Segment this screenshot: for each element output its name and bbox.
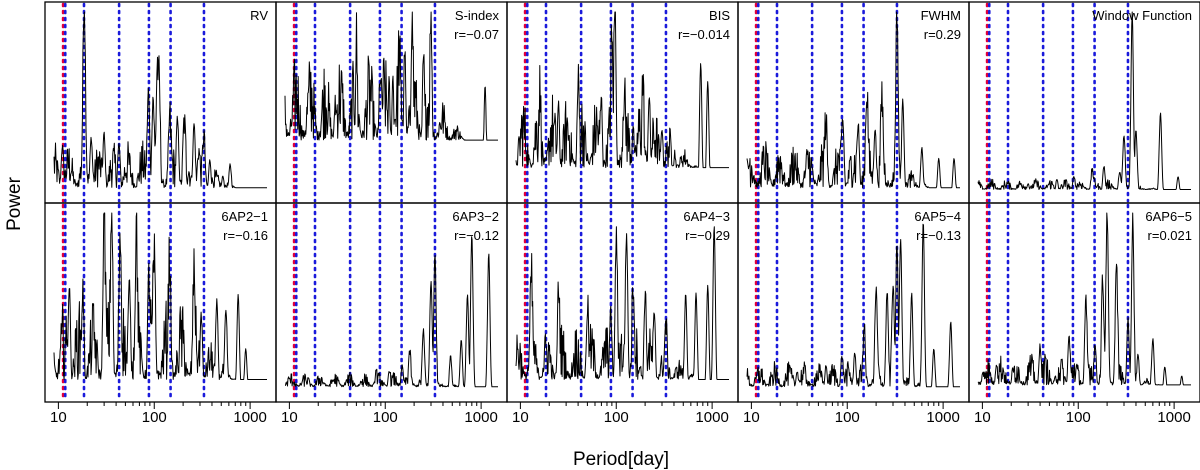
panel-4: FWHM r=0.29: [737, 1, 970, 204]
correlation-label: r=−0.29: [685, 228, 730, 243]
x-tick-label: 1000: [1157, 409, 1190, 426]
panels-layer: RV S-index r=−0.07 BIS r=−0.014 FWHM r=0.29 Win…: [44, 1, 1200, 409]
panel-label: 6AP4−3: [683, 209, 730, 224]
correlation-label: r=−0.13: [916, 228, 961, 243]
x-tick-label: 10: [512, 409, 529, 426]
x-tick-label: 10: [50, 409, 67, 426]
correlation-label: r=−0.16: [223, 228, 268, 243]
periodogram-line: [746, 11, 960, 189]
panel-label: RV: [250, 8, 268, 23]
periodogram-line: [285, 236, 498, 388]
correlation-label: r=−0.07: [454, 27, 499, 42]
panel-10: 6AP6−5 r=0.021: [968, 202, 1200, 409]
panel-frame: [968, 1, 1200, 204]
x-tick-label: 1000: [233, 409, 266, 426]
y-axis-label: Power: [4, 176, 25, 231]
periodogram-line: [53, 11, 267, 189]
periodogram-line: [53, 212, 267, 380]
panel-frame: [968, 202, 1200, 403]
panel-9: 6AP5−4 r=−0.13: [737, 202, 970, 409]
periodogram-line: [515, 11, 729, 169]
x-tick-label: 10: [743, 409, 760, 426]
panel-label: 6AP3−2: [452, 209, 499, 224]
panel-label: S-index: [455, 8, 500, 23]
periodogram-line: [746, 223, 960, 388]
panel-label: 6AP5−4: [914, 209, 961, 224]
panel-5: Window Function: [968, 1, 1200, 204]
x-tick-label: 1000: [695, 409, 728, 426]
panel-label: FWHM: [921, 8, 961, 23]
periodogram-line: [977, 212, 1191, 386]
correlation-label: r=0.29: [924, 27, 961, 42]
x-axis: 10 100 1000 10 100 1000 10 100 1000 10 100 1000 10 10…: [50, 409, 1191, 426]
periodogram-line: [515, 226, 729, 380]
periodogram-line: [284, 11, 498, 141]
correlation-label: r=−0.12: [454, 228, 499, 243]
x-tick-label: 1000: [464, 409, 497, 426]
x-tick-label: 100: [835, 409, 860, 426]
panel-1: RV: [44, 1, 277, 204]
x-axis-label: Period[day]: [573, 449, 669, 470]
panel-label: 6AP2−1: [221, 209, 268, 224]
x-tick-label: 100: [142, 409, 167, 426]
x-tick-label: 1000: [926, 409, 959, 426]
x-tick-label: 100: [604, 409, 629, 426]
panel-3: BIS r=−0.014: [506, 1, 739, 204]
correlation-label: r=0.021: [1148, 228, 1192, 243]
x-tick-label: 10: [974, 409, 991, 426]
panel-label: 6AP6−5: [1145, 209, 1192, 224]
periodogram-line: [977, 11, 1191, 190]
correlation-label: r=−0.014: [678, 27, 730, 42]
panel-2: S-index r=−0.07: [275, 1, 508, 204]
x-tick-label: 10: [281, 409, 298, 426]
panel-6: 6AP2−1 r=−0.16: [44, 202, 277, 409]
panel-7: 6AP3−2 r=−0.12: [275, 202, 508, 409]
x-tick-label: 100: [373, 409, 398, 426]
x-tick-label: 100: [1066, 409, 1091, 426]
panel-label: BIS: [709, 8, 730, 23]
panel-8: 6AP4−3 r=−0.29: [506, 202, 739, 409]
panel-label: Window Function: [1092, 8, 1192, 23]
